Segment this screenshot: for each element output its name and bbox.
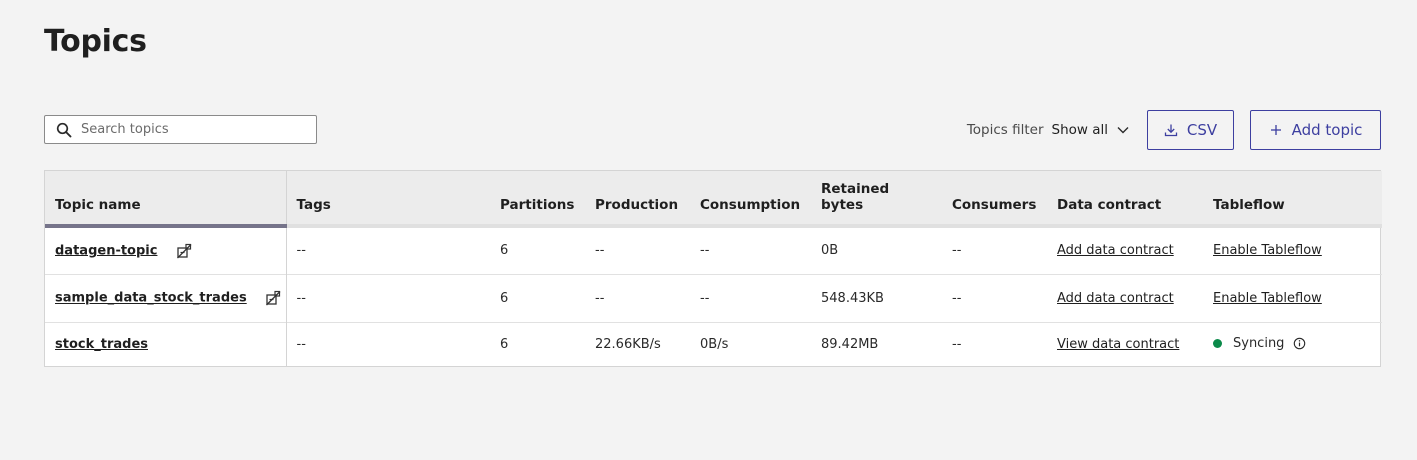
data-contract-cell: Add data contract bbox=[1047, 226, 1203, 274]
consumers-cell: -- bbox=[952, 243, 962, 259]
consumers-cell: -- bbox=[952, 290, 962, 306]
consumption-cell: 0B/s bbox=[700, 336, 729, 352]
topic-name-cell: stock_trades bbox=[45, 322, 287, 366]
table-row: datagen-topic -- 6 -- -- 0B -- Add data … bbox=[45, 226, 1382, 274]
column-header-data-contract[interactable]: Data contract bbox=[1047, 171, 1203, 228]
retained-bytes-cell: 89.42MB bbox=[821, 336, 879, 352]
column-header-topic-name[interactable]: Topic name bbox=[45, 171, 287, 228]
column-header-production[interactable]: Production bbox=[585, 171, 690, 228]
topic-name-cell: sample_data_stock_trades bbox=[45, 274, 287, 322]
topic-link[interactable]: sample_data_stock_trades bbox=[55, 290, 247, 306]
column-header-consumers[interactable]: Consumers bbox=[942, 171, 1047, 228]
no-schema-icon bbox=[265, 290, 281, 306]
tags-cell: -- bbox=[296, 243, 306, 259]
topic-name-cell: datagen-topic bbox=[45, 226, 287, 274]
column-header-retained-bytes[interactable]: Retained bytes bbox=[811, 171, 942, 228]
enable-tableflow-link[interactable]: Enable Tableflow bbox=[1213, 290, 1322, 306]
tableflow-cell: Enable Tableflow bbox=[1203, 274, 1382, 322]
column-header-tags[interactable]: Tags bbox=[286, 171, 490, 228]
tableflow-status: Syncing bbox=[1213, 336, 1306, 351]
topic-link[interactable]: datagen-topic bbox=[55, 243, 158, 259]
data-contract-cell: Add data contract bbox=[1047, 274, 1203, 322]
chevron-down-icon bbox=[1117, 127, 1129, 134]
plus-icon bbox=[1270, 125, 1281, 135]
add-data-contract-link[interactable]: Add data contract bbox=[1057, 243, 1174, 259]
csv-button[interactable]: CSV bbox=[1147, 110, 1234, 150]
enable-tableflow-link[interactable]: Enable Tableflow bbox=[1213, 243, 1322, 259]
search-box[interactable] bbox=[44, 115, 317, 144]
tags-cell: -- bbox=[296, 336, 306, 352]
add-topic-button-label: Add topic bbox=[1291, 121, 1363, 139]
column-header-partitions[interactable]: Partitions bbox=[490, 171, 585, 228]
topics-filter-select[interactable]: Show all bbox=[1052, 122, 1131, 138]
tableflow-status-label: Syncing bbox=[1233, 336, 1285, 352]
production-cell: 22.66KB/s bbox=[595, 336, 661, 352]
topics-filter-label: Topics filter bbox=[966, 122, 1044, 138]
column-header-tableflow[interactable]: Tableflow bbox=[1203, 171, 1382, 228]
no-schema-icon bbox=[176, 243, 192, 259]
partitions-cell: 6 bbox=[500, 336, 509, 352]
page-title: Topics bbox=[44, 24, 147, 59]
toolbar: Topics filter Show all CSV Add topic bbox=[44, 110, 1381, 150]
production-cell: -- bbox=[595, 290, 605, 306]
csv-button-label: CSV bbox=[1186, 121, 1218, 139]
consumption-cell: -- bbox=[700, 243, 710, 259]
topics-table: Topic name Tags Partitions Production Co… bbox=[44, 170, 1382, 367]
syncing-status-dot bbox=[1213, 339, 1222, 349]
table-header-row: Topic name Tags Partitions Production Co… bbox=[45, 171, 1382, 228]
retained-bytes-cell: 0B bbox=[821, 243, 839, 259]
consumption-cell: -- bbox=[700, 290, 710, 306]
partitions-cell: 6 bbox=[500, 243, 509, 259]
tags-cell: -- bbox=[296, 290, 306, 306]
consumers-cell: -- bbox=[952, 336, 962, 352]
add-data-contract-link[interactable]: Add data contract bbox=[1057, 290, 1174, 306]
table-row: stock_trades -- 6 22.66KB/s 0B/s 89.42MB… bbox=[45, 322, 1382, 366]
search-input[interactable] bbox=[79, 121, 303, 138]
search-icon bbox=[56, 122, 72, 137]
view-data-contract-link[interactable]: View data contract bbox=[1057, 336, 1180, 352]
column-header-consumption[interactable]: Consumption bbox=[690, 171, 811, 228]
download-icon bbox=[1164, 124, 1178, 137]
info-icon[interactable] bbox=[1293, 337, 1306, 350]
retained-bytes-cell: 548.43KB bbox=[821, 290, 884, 306]
topics-filter-value: Show all bbox=[1051, 122, 1109, 138]
topic-link[interactable]: stock_trades bbox=[55, 336, 148, 352]
tableflow-cell: Enable Tableflow bbox=[1203, 226, 1382, 274]
production-cell: -- bbox=[595, 243, 605, 259]
tableflow-cell: Syncing bbox=[1203, 322, 1382, 366]
data-contract-cell: View data contract bbox=[1047, 322, 1203, 366]
table-row: sample_data_stock_trades -- 6 -- -- 548.… bbox=[45, 274, 1382, 322]
topics-filter: Topics filter Show all bbox=[967, 110, 1130, 150]
partitions-cell: 6 bbox=[500, 290, 509, 306]
add-topic-button[interactable]: Add topic bbox=[1250, 110, 1381, 150]
